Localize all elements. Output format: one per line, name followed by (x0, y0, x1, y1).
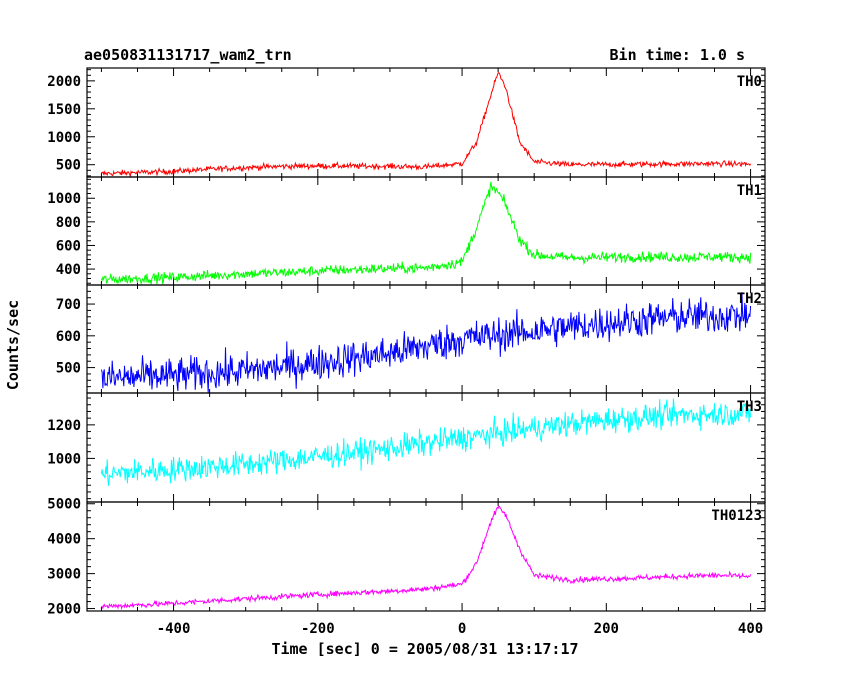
x-tick-label: 400 (738, 621, 763, 637)
x-axis-label: Time [sec] 0 = 2005/08/31 13:17:17 (271, 640, 578, 658)
y-tick-label-th0123: 4000 (47, 532, 81, 548)
series-line-th1 (100, 181, 752, 286)
series-label-th2: TH2 (737, 291, 762, 307)
panel-th0: 500 1000 1500 2000 TH0 (47, 67, 766, 178)
series-line-th2 (100, 292, 752, 394)
x-tick-label: -200 (301, 621, 335, 637)
panel-th3: 1000 1200 TH3 (47, 392, 766, 503)
y-tick-label-th1: 600 (56, 238, 81, 254)
y-tick-label-th0: 500 (56, 158, 81, 174)
y-tick-label-th1: 1000 (47, 191, 81, 207)
series-label-th0123: TH0123 (711, 508, 762, 524)
y-tick-label-th1: 800 (56, 215, 81, 231)
panel-th2: 500 600 700 TH2 (56, 284, 766, 394)
series-label-th3: TH3 (737, 399, 762, 415)
panel-th0123: 2000 3000 4000 5000 TH0123 (47, 497, 766, 618)
y-tick-label-th3: 1200 (47, 418, 81, 434)
series-label-th1: TH1 (737, 183, 762, 199)
x-tick-label: 0 (458, 621, 466, 637)
y-tick-label-th2: 700 (56, 297, 81, 313)
y-tick-label-th2: 500 (56, 361, 81, 377)
chart-title: ae050831131717_wam2_trn (84, 46, 292, 64)
panel-frame-th0123 (86, 501, 766, 612)
series-line-th0 (101, 71, 752, 177)
panel-frame-th3 (86, 392, 766, 503)
y-tick-label-th0: 1000 (47, 130, 81, 146)
x-tick-label: 200 (594, 621, 619, 637)
panel-th1: 400 600 800 1000 TH1 (47, 176, 766, 286)
y-tick-label-th1: 400 (56, 262, 81, 278)
x-tick-label: -400 (157, 621, 191, 637)
y-tick-label-th0: 2000 (47, 74, 81, 90)
y-tick-label-th0123: 5000 (47, 497, 81, 513)
series-line-th0123 (101, 505, 752, 611)
y-tick-label-th0: 1500 (47, 102, 81, 118)
panel-frame-th1 (86, 176, 766, 286)
y-tick-label-th2: 600 (56, 329, 81, 345)
series-line-th3 (100, 398, 752, 486)
y-axis-label: Counts/sec (4, 300, 22, 390)
bin-time-label: Bin time: 1.0 s (610, 46, 745, 64)
y-tick-label-th0123: 2000 (47, 602, 81, 618)
y-tick-label-th3: 1000 (47, 451, 81, 467)
series-label-th0: TH0 (737, 74, 762, 90)
y-tick-label-th0123: 3000 (47, 567, 81, 583)
